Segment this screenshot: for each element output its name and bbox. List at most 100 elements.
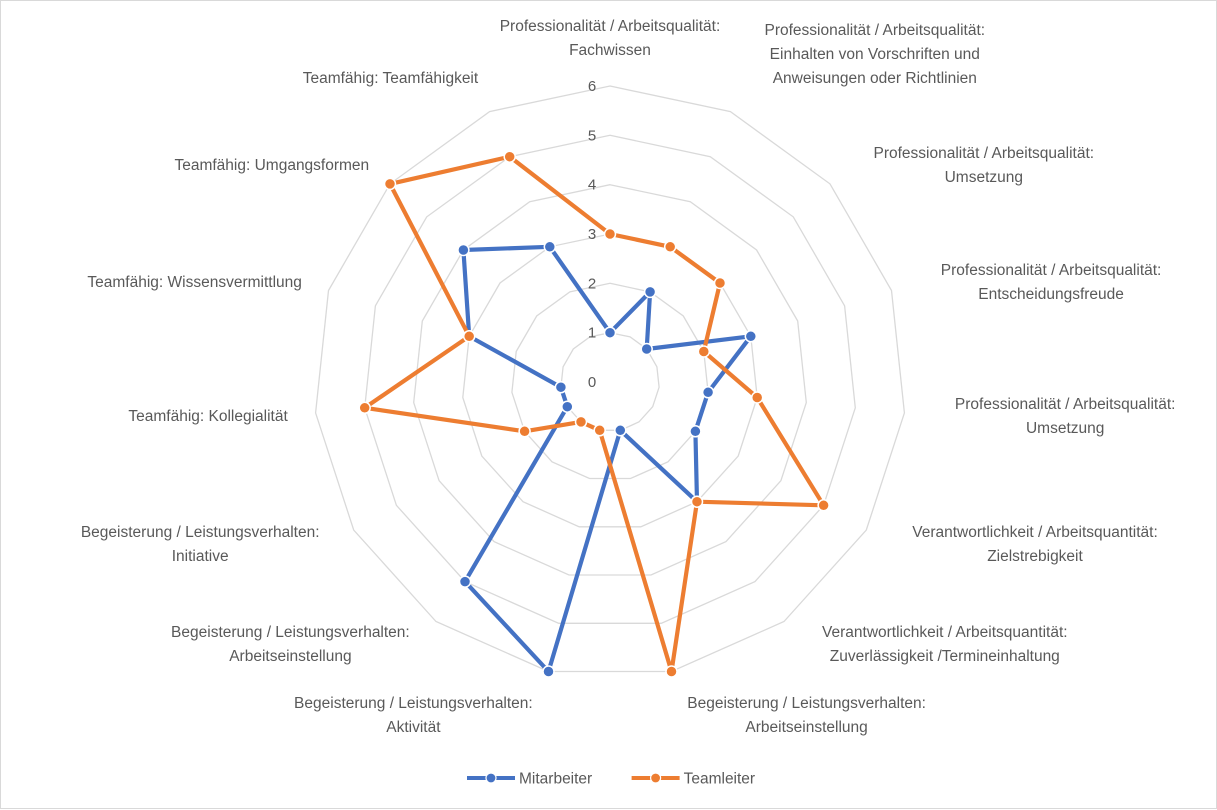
radial-tick-label: 1	[588, 325, 596, 342]
category-label: Begeisterung / Leistungsverhalten: Arbeit…	[687, 695, 926, 736]
data-point	[697, 345, 711, 358]
data-point	[701, 386, 715, 399]
data-point	[457, 243, 470, 257]
category-label-line: Zuverlässigkeit /Termineinhaltung	[830, 648, 1060, 665]
category-label-line: Teamfähig: Teamfähigkeit	[303, 70, 479, 87]
category-label: Professionalität / Arbeitsqualität: Umset…	[955, 396, 1176, 437]
grid-ring	[364, 134, 856, 624]
category-label-line: Anweisungen oder Richtlinien	[773, 70, 977, 87]
category-label-line: Arbeitseinstellung	[745, 719, 867, 736]
grid-ring	[560, 332, 660, 431]
grid-ring	[314, 85, 906, 673]
category-label-line: Professionalität / Arbeitsqualität:	[765, 22, 986, 39]
category-label-line: Initiative	[172, 548, 229, 565]
category-label-line: Arbeitseinstellung	[229, 648, 351, 665]
data-point	[640, 342, 653, 356]
series-teamleiter	[358, 150, 830, 678]
category-label-line: Teamfähig: Wissensvermittlung	[87, 274, 302, 291]
legend: Mitarbeiter Teamleiter	[467, 771, 755, 788]
category-label-line: Fachwissen	[569, 42, 651, 59]
grid-ring	[511, 282, 709, 480]
series-line	[461, 244, 753, 674]
grid-ring	[462, 233, 758, 528]
category-label-line: Verantwortlichkeit / Arbeitsquantität:	[912, 524, 1158, 541]
category-label-line: Begeisterung / Leistungsverhalten:	[81, 524, 320, 541]
grid-ring	[413, 184, 807, 576]
radial-tick-label: 4	[588, 177, 596, 194]
data-point	[665, 665, 678, 678]
category-label-line: Teamfähig: Umgangsformen	[174, 157, 369, 174]
category-label: Professionalität / Arbeitsqualität: Entsc…	[941, 262, 1162, 303]
data-point	[593, 424, 606, 437]
data-point	[750, 391, 764, 404]
data-point	[690, 495, 704, 508]
legend-item: Teamleiter	[631, 771, 756, 788]
data-point	[561, 400, 574, 413]
category-label-line: Verantwortlichkeit / Arbeitsquantität:	[822, 624, 1068, 641]
data-point	[614, 424, 627, 437]
category-label: Begeisterung / Leistungsverhalten: Aktivi…	[294, 695, 533, 736]
radial-tick-label: 6	[588, 78, 596, 95]
category-label-line: Teamfähig: Kollegialität	[128, 408, 288, 425]
data-point	[817, 499, 830, 512]
data-point	[518, 425, 531, 438]
data-point	[358, 401, 371, 415]
legend-swatch-marker	[485, 772, 497, 784]
category-label-line: Professionalität / Arbeitsqualität:	[941, 262, 1162, 279]
radial-tick-label: 3	[588, 226, 596, 243]
legend-swatch-marker	[649, 772, 662, 784]
data-point	[383, 177, 397, 191]
data-point	[503, 150, 516, 163]
category-label-line: Umsetzung	[945, 169, 1023, 186]
category-label-line: Einhalten von Vorschriften und	[770, 46, 980, 63]
category-label-line: Begeisterung / Leistungsverhalten:	[294, 695, 533, 712]
radial-tick-label: 5	[588, 127, 596, 144]
data-point	[663, 240, 677, 254]
data-point	[643, 285, 657, 299]
category-label: Teamfähig: Umgangsformen	[174, 157, 369, 174]
data-point	[542, 665, 555, 678]
grid-layer	[314, 85, 906, 673]
data-point	[689, 425, 702, 438]
category-label-line: Begeisterung / Leistungsverhalten:	[687, 695, 926, 712]
category-label-line: Entscheidungsfreude	[978, 286, 1124, 303]
category-label-line: Umsetzung	[1026, 420, 1104, 437]
category-label-line: Zielstrebigkeit	[987, 548, 1083, 565]
data-point	[554, 380, 568, 394]
series-layer	[358, 150, 830, 678]
category-label-line: Professionalität / Arbeitsqualität:	[500, 18, 721, 35]
category-label: Teamfähig: Wissensvermittlung	[87, 274, 302, 291]
category-label: Begeisterung / Leistungsverhalten: Arbeit…	[171, 624, 410, 665]
category-label-line: Professionalität / Arbeitsqualität:	[874, 145, 1095, 162]
category-labels: Professionalität / Arbeitsqualität: Fachw…	[81, 18, 1176, 736]
category-label: Professionalität / Arbeitsqualität: Umset…	[874, 145, 1095, 186]
data-point	[462, 330, 476, 343]
legend-item: Mitarbeiter	[467, 771, 592, 788]
radial-tick-label: 0	[588, 374, 596, 391]
category-label-line: Aktivität	[386, 719, 441, 736]
category-label-line: Professionalität / Arbeitsqualität:	[955, 396, 1176, 413]
category-label: Professionalität / Arbeitsqualität: Einha…	[765, 22, 986, 87]
category-label: Teamfähig: Teamfähigkeit	[303, 70, 479, 87]
series-line	[362, 154, 826, 674]
radial-tick-label: 2	[588, 275, 596, 292]
data-point	[543, 240, 557, 254]
legend-label: Teamleiter	[684, 771, 756, 788]
data-point	[744, 330, 758, 343]
category-label-line: Begeisterung / Leistungsverhalten:	[171, 624, 410, 641]
radial-tick-labels: 0 1 2 3 4 5 6	[588, 78, 596, 391]
data-point	[603, 227, 617, 241]
category-label: Teamfähig: Kollegialität	[128, 408, 288, 425]
data-point	[713, 276, 727, 290]
data-point	[574, 415, 588, 429]
category-label: Verantwortlichkeit / Arbeitsquantität: Zu…	[822, 624, 1068, 665]
category-label: Begeisterung / Leistungsverhalten: Initia…	[81, 524, 320, 565]
category-label: Verantwortlichkeit / Arbeitsquantität: Zi…	[912, 524, 1158, 565]
series-mitarbeiter	[457, 240, 758, 678]
legend-label: Mitarbeiter	[519, 771, 592, 788]
category-label: Professionalität / Arbeitsqualität: Fachw…	[500, 18, 721, 59]
data-point	[458, 575, 472, 588]
data-point	[603, 326, 617, 339]
